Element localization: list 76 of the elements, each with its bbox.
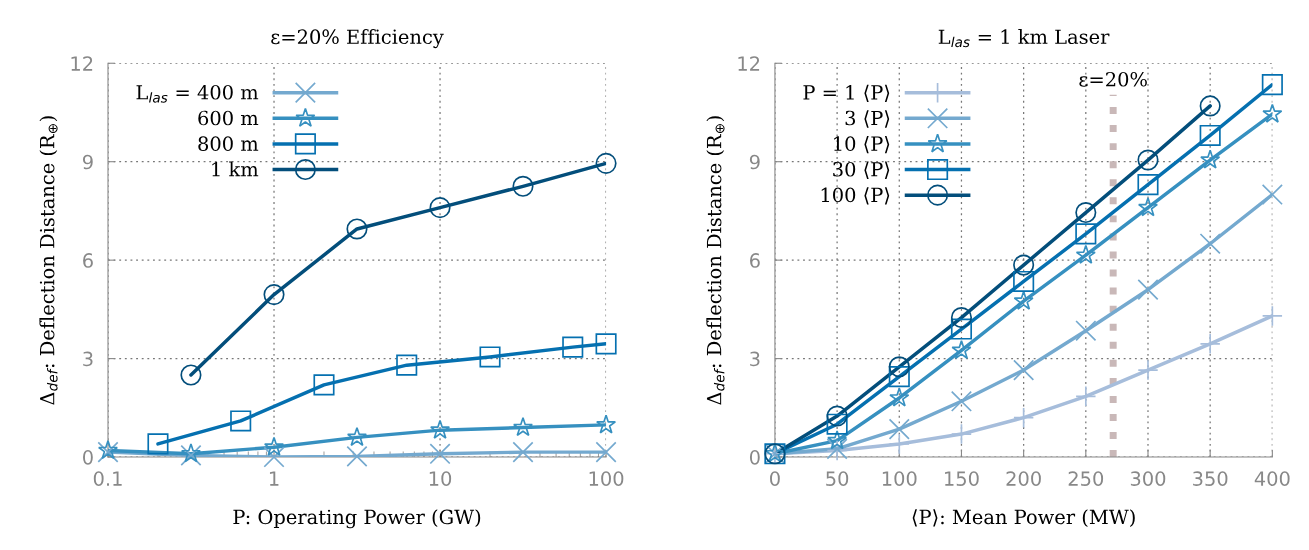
x-tick-label: 0.1	[93, 471, 122, 486]
point	[1137, 149, 1159, 171]
legend-label: P = 1 ⟨P⟩	[803, 84, 890, 103]
legend-label: L$_{las}$ = 400 m	[136, 84, 259, 103]
y-tick-label: 0	[749, 450, 760, 465]
point	[950, 307, 973, 329]
legend-label: 600 m	[198, 110, 259, 126]
point	[1200, 149, 1221, 169]
x-tick-label: 200	[1006, 471, 1041, 486]
y-tick-label: 3	[83, 351, 93, 367]
y-tick-label: 6	[83, 253, 93, 268]
point	[1199, 333, 1221, 355]
point	[1075, 385, 1097, 407]
legend-label: 1 km	[212, 161, 259, 177]
point	[888, 366, 910, 388]
point	[826, 413, 848, 435]
point	[888, 433, 910, 455]
chart-title: L$_{las}$ = 1 km Laser	[938, 29, 1110, 48]
point	[1261, 305, 1283, 327]
legend-label: 30 ⟨P⟩	[833, 161, 890, 179]
point	[1013, 270, 1035, 293]
annotation: ε=20%	[1079, 71, 1147, 87]
point	[889, 387, 910, 407]
point	[1013, 407, 1035, 429]
point	[950, 318, 973, 340]
point	[1199, 124, 1221, 147]
x-tick-label: 1	[269, 471, 279, 486]
point	[950, 390, 973, 412]
point	[1261, 183, 1283, 206]
x-tick-label: 250	[1068, 471, 1104, 486]
point	[1137, 279, 1159, 301]
point	[1137, 174, 1159, 196]
point	[1013, 290, 1034, 310]
point	[1261, 74, 1283, 96]
y-tick-label: 3	[750, 351, 760, 367]
legend-label: 100 ⟨P⟩	[821, 187, 890, 205]
y-tick-label: 9	[82, 154, 93, 170]
point	[951, 339, 972, 360]
point	[1137, 359, 1159, 381]
x-tick-label: 100	[882, 471, 917, 486]
point	[888, 418, 910, 440]
point	[1075, 244, 1096, 264]
point	[1075, 202, 1097, 224]
point	[888, 356, 910, 378]
x-tick-label: 0	[770, 471, 780, 486]
chart-title: ε=20% Efficiency	[271, 29, 444, 49]
point	[1137, 197, 1159, 217]
x-tick-label: 10	[429, 471, 452, 486]
point	[1013, 359, 1035, 381]
y-tick-label: 12	[71, 56, 93, 71]
x-tick-label: 300	[1130, 471, 1166, 486]
x-axis-title: P: Operating Power (GW)	[233, 509, 481, 529]
legend-label: 10 ⟨P⟩	[834, 135, 890, 154]
x-tick-label: 400	[1254, 471, 1290, 486]
y-tick-label: 0	[83, 450, 93, 465]
point	[1013, 254, 1035, 276]
y-axis-title: Δ$_{def}$: Deflection Distance (R$_{⊕}$)	[39, 116, 58, 405]
x-tick-label: 350	[1193, 471, 1228, 486]
x-axis-title: ⟨P⟩: Mean Power (MW)	[912, 509, 1135, 528]
point	[1199, 95, 1221, 117]
x-tick-label: 50	[826, 471, 849, 486]
y-axis-title: Δ$_{def}$: Deflection Distance (R$_{⊕}$)	[706, 116, 725, 405]
point	[827, 430, 848, 450]
point	[1075, 223, 1097, 245]
x-tick-label: 150	[945, 471, 979, 486]
legend-label: 3 ⟨P⟩	[845, 110, 890, 128]
x-tick-label: 100	[589, 471, 624, 486]
point	[826, 405, 848, 427]
point	[1075, 320, 1097, 342]
point	[950, 423, 973, 445]
point	[1199, 233, 1221, 255]
y-tick-label: 6	[750, 253, 760, 268]
point	[1262, 103, 1283, 123]
legend-label: 800 m	[198, 136, 259, 151]
y-tick-label: 9	[749, 154, 760, 170]
y-tick-label: 12	[738, 56, 760, 71]
